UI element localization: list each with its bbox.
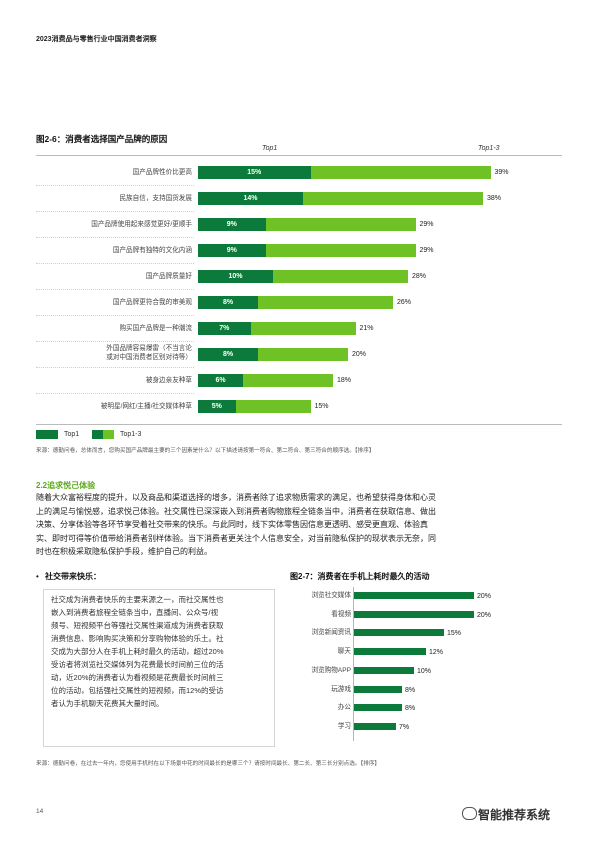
chart2-source-note: 来源：德勤问卷，在过去一年内，您使用手机时在以下场景中花的时间最长的是哪三个？请… xyxy=(36,761,381,767)
category-label: 办公 xyxy=(337,704,351,712)
value-label-top13: 29% xyxy=(419,247,434,254)
value-label: 20% xyxy=(477,593,492,600)
paragraph-line: 时也在积极采取隐私保护手段，维护自己的利益。 xyxy=(36,547,212,556)
bar xyxy=(354,704,402,712)
bar xyxy=(354,722,396,730)
bar-top1: 6% xyxy=(198,374,243,387)
social-heading: 社交带来快乐： xyxy=(45,572,101,581)
bar xyxy=(354,648,426,656)
text-line: 者认为手机聊天花费其大量时间。 xyxy=(51,699,164,708)
text-line: 社交成为消费者快乐的主要来源之一，而社交属性也 xyxy=(51,595,224,604)
section-heading: 2.2追求悦己体验 xyxy=(36,481,96,490)
bar xyxy=(354,629,444,637)
bar-top1: 8% xyxy=(198,296,258,309)
paragraph-line: 随着大众富裕程度的提升，以及商品和渠道选择的增多，消费者除了追求物质需求的满足，… xyxy=(36,493,436,502)
paragraph-line: 上的满足与愉悦感，追求悦己体验。社交属性已深深嵌入到消费者购物旅程全链条当中，消… xyxy=(36,506,436,516)
text-line: 消费信息、影响购买决策和分享购物体验的乐土。社 xyxy=(51,634,224,643)
value-label: 8% xyxy=(405,705,416,713)
text-line: 位的活动，包括强社交属性的短视频，而12%的受访 xyxy=(51,686,224,695)
bar-top1: 7% xyxy=(198,322,251,335)
category-label: 浏览社交媒体 xyxy=(311,592,351,599)
social-text-box xyxy=(43,589,275,747)
column-label-top13: Top1-3 xyxy=(478,145,500,152)
category-label: 浏览新闻资讯 xyxy=(311,629,351,637)
bar-top1: 5% xyxy=(198,400,236,413)
value-label-top13: 18% xyxy=(337,377,352,384)
wechat-icon xyxy=(462,807,477,820)
value-label-top13: 20% xyxy=(352,351,367,358)
chart1-title: 图2-6：消费者选择国产品牌的原因 xyxy=(36,134,168,144)
row-separator xyxy=(36,289,194,290)
bar-top1: 8% xyxy=(198,348,258,361)
row-separator xyxy=(36,393,194,394)
paragraph-line: 实、即时可得等价值带给消费者别样体验。当下消费者更关注个人信息安全，对当前隐私保… xyxy=(36,533,436,543)
category-label: 看视频 xyxy=(331,610,351,618)
bar-top1: 10% xyxy=(198,270,273,283)
text-line: 嵌入到消费者旅程全链条当中，直播间、公众号/视 xyxy=(51,608,219,617)
category-label: 购买国产品牌是一种潮流 xyxy=(119,325,192,332)
chart1-source-note: 来源：德勤问卷，总体而言，您购买国产品牌最主要的三个因素是什么？以下描述请按第一… xyxy=(36,448,375,454)
bar xyxy=(354,592,474,599)
category-label: 聊天 xyxy=(337,648,351,656)
bar xyxy=(354,610,474,618)
page-number: 14 xyxy=(36,808,44,815)
category-label: 外国品牌容易爆雷（不当言论 或对中国消费者区别对待等） xyxy=(106,345,192,361)
row-separator xyxy=(36,237,194,238)
value-label: 10% xyxy=(417,667,432,675)
value-label: 15% xyxy=(447,630,462,638)
text-line: 交成为大部分人在手机上耗时最久的活动，超过20% xyxy=(51,647,224,656)
category-label: 玩游戏 xyxy=(331,685,351,693)
value-label-top13: 26% xyxy=(397,299,412,306)
text-line: 频号、短视频平台等强社交属性渠道成为消费者获取 xyxy=(51,621,224,630)
chart2-title: 图2-7：消费者在手机上耗时最久的活动 xyxy=(290,572,430,581)
category-label: 国产品牌使用起来感觉更好/更顺手 xyxy=(91,221,192,228)
category-label: 国产品牌质量好 xyxy=(145,273,192,280)
bar-top1: 9% xyxy=(198,218,266,231)
report-header: 2023消费品与零售行业中国消费者洞察 xyxy=(36,36,157,43)
bar xyxy=(354,666,414,674)
bar-top1: 9% xyxy=(198,244,266,257)
row-separator xyxy=(36,185,194,186)
bar-top1: 15% xyxy=(198,166,311,179)
value-label: 20% xyxy=(477,611,492,619)
value-label-top13: 15% xyxy=(314,403,329,410)
category-label: 被身边亲友种草 xyxy=(145,377,192,384)
value-label: 7% xyxy=(399,723,410,731)
watermark: 智能推荐系统 xyxy=(478,808,551,822)
social-text: 社交成为消费者快乐的主要来源之一，而社交属性也 嵌入到消费者旅程全链条当中，直播… xyxy=(51,593,266,710)
value-label: 12% xyxy=(429,649,444,657)
column-label-top1: Top1 xyxy=(262,145,278,152)
paragraph-line: 决策、分享体验等各环节享受着社交带来的快乐。与此同时，线下实体零售因信息更透明、… xyxy=(36,520,428,529)
category-label: 国产品牌性价比更高 xyxy=(132,169,192,176)
value-label-top13: 29% xyxy=(419,221,434,228)
bar-top1: 14% xyxy=(198,192,303,205)
chart2-axis xyxy=(353,587,354,741)
legend-label-top13: Top1-3 xyxy=(120,431,142,438)
category-label: 国产品牌更符合我的审美观 xyxy=(112,299,192,306)
legend-swatch-top1 xyxy=(36,430,58,439)
text-line: 受访者将浏览社交媒体列为花费最长时间前三位的活 xyxy=(51,660,224,669)
category-label: 学习 xyxy=(337,722,351,730)
row-separator xyxy=(36,315,194,316)
text-line: 动，近20%的消费者认为看视频是花费最长时间前三 xyxy=(51,673,224,682)
row-separator xyxy=(36,263,194,264)
section-paragraph: 随着大众富裕程度的提升，以及商品和渠道选择的增多，消费者除了追求物质需求的满足，… xyxy=(36,491,562,559)
row-separator xyxy=(36,367,194,368)
category-label: 浏览购物APP xyxy=(311,666,351,674)
bullet-icon: • xyxy=(36,572,39,581)
category-label: 被明星/网红/主播/社交媒体种草 xyxy=(100,403,192,410)
value-label-top13: 38% xyxy=(487,195,502,202)
value-label-top13: 21% xyxy=(359,325,374,332)
row-separator xyxy=(36,341,194,342)
bar xyxy=(354,685,402,693)
category-label: 民族自信，支持国货发展 xyxy=(119,195,192,202)
value-label: 8% xyxy=(405,686,416,694)
legend-swatch-top13 xyxy=(92,430,114,439)
chart1-frame xyxy=(36,155,562,425)
category-label: 国产品牌有独特的文化内涵 xyxy=(112,247,192,254)
legend-label-top1: Top1 xyxy=(64,431,80,438)
value-label-top13: 39% xyxy=(494,169,509,176)
value-label-top13: 28% xyxy=(412,273,427,280)
row-separator xyxy=(36,211,194,212)
